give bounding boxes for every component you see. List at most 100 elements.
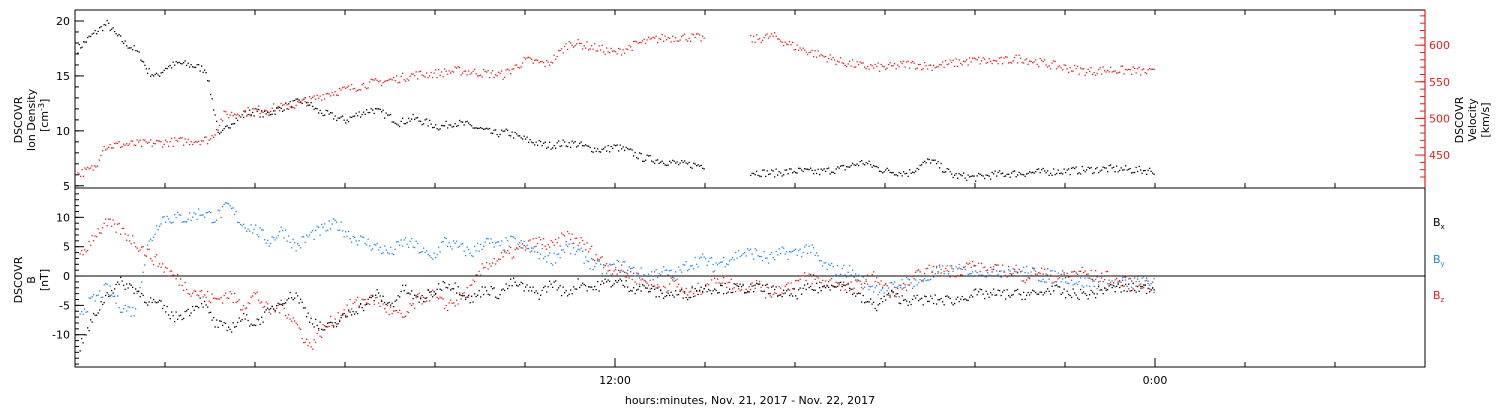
bx-point [400, 290, 402, 293]
bx-point [835, 286, 837, 288]
bx-point [112, 292, 114, 294]
by-point [97, 294, 99, 296]
by-point [538, 258, 540, 260]
ion-density-point [1152, 172, 1154, 174]
velocity-point [817, 50, 819, 52]
bx-point [987, 293, 989, 295]
by-point [421, 250, 423, 253]
bx-point [973, 289, 975, 291]
ion-density-point [948, 168, 950, 170]
ion-density-point [927, 158, 929, 160]
by-point [255, 224, 257, 226]
ion-density-point [1102, 166, 1104, 168]
velocity-point [496, 75, 498, 77]
bx-point [939, 299, 941, 301]
bx-point [580, 284, 582, 286]
bx-point [379, 295, 381, 297]
by-point [483, 245, 485, 248]
bz-point [805, 279, 807, 282]
ion-density-point [573, 142, 575, 144]
by-point [100, 296, 102, 299]
velocity-point [103, 145, 105, 148]
velocity-point [280, 102, 282, 105]
bz-point [1093, 280, 1095, 282]
bx-point [1122, 284, 1124, 287]
by-point [747, 248, 749, 250]
by-point [207, 211, 209, 214]
by-point [685, 260, 687, 263]
velocity-point [1044, 59, 1046, 61]
velocity-point [88, 168, 90, 170]
top-left-axis-label: DSCOVR Ion Density [cm-3] [12, 88, 51, 151]
bx-point [1143, 284, 1145, 286]
ion-density-point [772, 170, 774, 172]
velocity-point [928, 64, 930, 66]
velocity-point [909, 67, 911, 69]
by-point [564, 251, 566, 254]
by-point [894, 281, 896, 283]
ion-density-point [1086, 169, 1088, 171]
by-point [528, 247, 530, 250]
ion-density-point [457, 124, 459, 127]
velocity-point [751, 41, 753, 43]
ylabel-left-line2: Ion Density [25, 88, 38, 151]
bx-point [921, 297, 923, 299]
bx-point [1056, 284, 1058, 286]
bx-point [793, 288, 795, 290]
bx-point [813, 289, 815, 291]
ion-density-point [478, 127, 480, 129]
bx-point [1098, 285, 1100, 288]
bx-point [250, 323, 252, 325]
ion-density-point [634, 151, 636, 154]
bz-point [651, 284, 653, 286]
velocity-point [454, 66, 456, 68]
bz-point [645, 281, 647, 283]
bx-point [243, 312, 245, 315]
velocity-point [819, 55, 821, 57]
bz-point [795, 280, 797, 282]
by-point [531, 247, 533, 249]
bz-point [244, 308, 246, 310]
bz-point [370, 294, 372, 296]
bz-point [223, 294, 225, 297]
bx-point [1063, 288, 1065, 290]
bx-point [582, 282, 584, 284]
bz-point [426, 300, 428, 302]
velocity-point [202, 140, 204, 142]
bz-point [864, 282, 866, 284]
ion-density-point [1012, 170, 1014, 173]
ion-density-point [589, 146, 591, 149]
bz-point [627, 273, 629, 275]
bz-point [675, 279, 677, 282]
bx-point [376, 289, 378, 291]
bz-point [85, 251, 87, 253]
bz-point [475, 274, 477, 276]
legend: Bx By Bz [1433, 216, 1445, 304]
by-point [877, 294, 879, 296]
x-tick-label: 0:00 [1143, 374, 1168, 387]
bx-point [720, 284, 722, 287]
bz-point [568, 232, 570, 235]
by-point [259, 227, 261, 229]
bz-point [718, 282, 720, 284]
bz-point [861, 283, 863, 285]
velocity-point [273, 103, 275, 105]
by-point [825, 262, 827, 264]
ion-density-point [979, 173, 981, 175]
bz-point [837, 282, 839, 284]
ion-density-point [666, 164, 668, 166]
velocity-point [1099, 67, 1101, 69]
bz-point [693, 292, 695, 295]
legend-by: By [1433, 253, 1445, 268]
ion-density-point [300, 101, 302, 104]
bx-point [760, 290, 762, 292]
velocity-point [886, 67, 888, 69]
by-point [165, 221, 167, 223]
x-tick-label: 12:00 [599, 374, 631, 387]
bx-point [958, 300, 960, 303]
by-point [1048, 275, 1050, 277]
velocity-point [480, 74, 482, 76]
velocity-point [1138, 66, 1140, 69]
ion-density-point [685, 162, 687, 164]
ion-density-point [865, 161, 867, 164]
